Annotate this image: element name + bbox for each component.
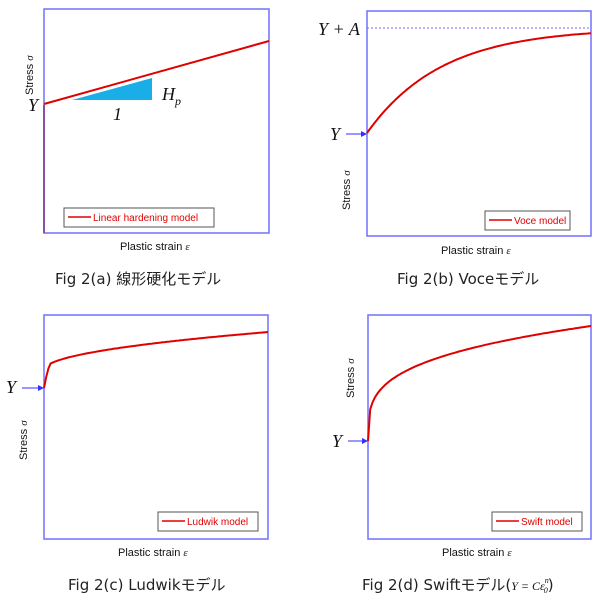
voce-curve xyxy=(366,32,592,134)
y-axis-label: Stress σ xyxy=(345,358,357,398)
yield-label: Y xyxy=(332,431,344,451)
panel-d: Y Stress σ Plastic strain ε Swift model … xyxy=(332,314,592,595)
legend: Linear hardening model xyxy=(63,207,215,228)
swift-curve xyxy=(367,325,592,442)
ludwik-curve xyxy=(43,331,269,389)
legend-label: Voce model xyxy=(514,216,566,227)
yield-label: Y xyxy=(28,95,40,115)
yield-label: Y xyxy=(6,377,18,397)
y-axis-label: Stress σ xyxy=(18,420,30,460)
yield-label: Y xyxy=(330,124,342,144)
y-axis-label: Stress σ xyxy=(341,170,353,210)
plot-frame xyxy=(43,314,269,540)
plot-frame xyxy=(367,314,592,540)
plot-frame xyxy=(366,10,592,237)
panel-c: Y Stress σ Plastic strain ε Ludwik model… xyxy=(6,314,269,594)
caption: Fig 2(a) 線形硬化モデル xyxy=(55,270,221,288)
slope-triangle xyxy=(72,78,152,100)
slope-label: Hp xyxy=(161,84,181,108)
legend: Ludwik model xyxy=(157,511,259,532)
plot-frame xyxy=(43,8,270,234)
legend-label: Swift model xyxy=(521,517,573,528)
hardening-curve xyxy=(43,40,270,105)
x-axis-label: Plastic strain ε xyxy=(118,547,188,559)
asymptote-label: Y + A xyxy=(318,19,361,39)
caption: Fig 2(b) Voceモデル xyxy=(397,270,539,288)
legend: Swift model xyxy=(491,511,583,532)
panel-a: Y Hp 1 Stress σ Plastic strain ε Linear … xyxy=(24,8,270,288)
x-axis-label: Plastic strain ε xyxy=(120,241,190,253)
caption: Fig 2(c) Ludwikモデル xyxy=(68,576,226,594)
legend-label: Ludwik model xyxy=(187,517,248,528)
run-label: 1 xyxy=(113,104,122,124)
caption: Fig 2(d) Swiftモデル(Y = Cεn 0) xyxy=(362,576,554,595)
legend-label: Linear hardening model xyxy=(93,213,198,224)
panel-b: Y Y + A Stress σ Plastic strain ε Voce m… xyxy=(318,10,592,288)
x-axis-label: Plastic strain ε xyxy=(442,547,512,559)
x-axis-label: Plastic strain ε xyxy=(441,245,511,257)
legend: Voce model xyxy=(484,210,571,231)
y-axis-label: Stress σ xyxy=(24,55,36,95)
